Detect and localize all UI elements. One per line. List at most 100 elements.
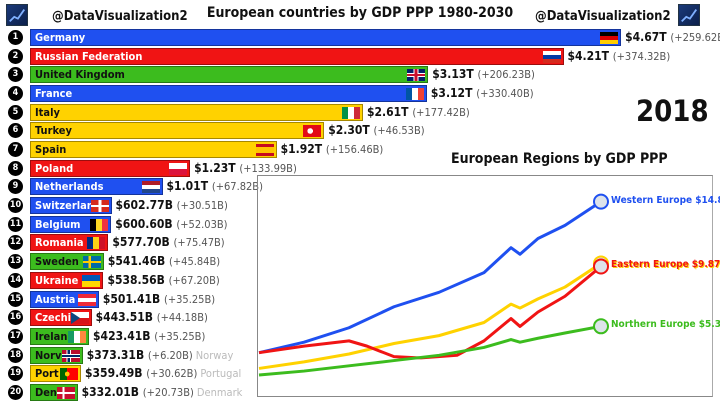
ukraine-flag-icon [82,274,101,287]
value-text: $1.23T [194,160,240,175]
change-text: (+330.40B) [476,87,534,101]
uk-flag-icon [407,69,426,82]
rank-badge: 5 [8,104,23,120]
country-label: Den [35,385,57,399]
change-text: (+133.99B) [239,161,297,175]
bar: Norv [30,346,83,364]
series-end-label: Eastern Europe $9.87T [611,259,720,271]
value-label: $602.77B (+30.51B) [116,197,228,214]
ireland-flag-icon [68,330,87,343]
rank-badge: 19 [8,366,23,382]
bar: Czechi [30,309,92,327]
series-line-northern-europe [258,324,602,377]
bar: Austria [30,290,99,308]
value-text: $501.41B [102,291,164,306]
value-text: $3.12T [430,86,477,101]
russia-flag-icon [542,50,561,63]
change-text: (+45.84B) [169,255,221,269]
value-label: $4.21T (+374.32B) [568,48,671,65]
value-label: $423.41B (+35.25B) [93,328,205,345]
bar-row-russia: 2 Russian Federation $4.21T (+374.32B) [0,47,720,65]
value-text: $3.13T [432,67,478,82]
bar: Sweden [30,253,104,271]
value-label: $332.01B (+20.73B) Denmark [82,384,243,401]
rank-badge: 8 [8,160,23,176]
bar: Netherlands [30,178,163,196]
country-label: Switzerlan [35,199,94,213]
ghost-country-label: Denmark [196,385,243,399]
bar: Poland [30,159,191,177]
value-text: $332.01B [81,384,143,399]
value-label: $4.67T (+259.62B) [625,29,720,46]
rank-badge: 11 [8,216,23,232]
change-text: (+6.20B) [147,348,193,362]
bar: Turkey [30,122,325,140]
sweden-flag-icon [82,256,101,269]
rank-badge: 7 [8,142,23,158]
value-label: $1.01T (+67.82B) [167,178,263,195]
rank-badge: 16 [8,310,23,326]
change-text: (+67.82B) [211,180,263,194]
value-text: $1.01T [166,179,212,194]
value-label: $1.23T (+133.99B) [194,160,297,177]
change-text: (+374.32B) [612,49,671,63]
value-text: $538.56B [107,272,169,287]
country-label: Belgium [35,217,81,231]
bar: Romania [30,234,109,252]
value-text: $2.30T [328,123,374,138]
value-text: $1.92T [280,142,326,157]
switzerland-flag-icon [90,200,109,213]
value-label: $2.61T (+177.42B) [367,104,470,121]
bar-row-ireland: 17 Irelan $423.41B (+35.25B) [0,327,720,345]
germany-flag-icon [600,32,619,44]
bar: Germany [30,29,622,46]
value-label: $541.46B (+45.84B) [108,253,220,270]
value-label: $600.60B (+52.03B) [115,216,227,233]
spain-flag-icon [255,144,274,157]
country-label: Ukraine [35,273,79,287]
value-label: $577.70B (+75.47B) [112,234,224,251]
change-text: (+35.25B) [163,292,216,306]
change-text: (+44.18B) [156,311,208,325]
change-text: (+30.62B) [146,367,198,381]
norway-flag-icon [61,349,80,362]
bar: Ukraine [30,271,104,289]
rank-badge: 1 [8,30,23,45]
channel-logo-left [6,4,28,26]
rank-badge: 14 [8,272,23,288]
country-label: United Kingdom [35,68,125,82]
bar-row-netherlands: 9 Netherlands $1.01T (+67.82B) [0,178,720,196]
regions-chart-title: European Regions by GDP PPP [451,151,668,167]
value-text: $4.21T [567,48,613,63]
value-label: $373.31B (+6.20B) Norway [87,347,234,364]
value-label: $3.13T (+206.23B) [432,66,535,83]
value-text: $359.49B [85,366,147,381]
country-label: Port [35,367,59,381]
bar: Port [30,365,82,383]
change-text: (+67.20B) [168,273,220,287]
country-label: Russian Federation [35,49,143,63]
rank-badge: 13 [8,254,23,270]
value-label: $2.30T (+46.53B) [328,122,424,139]
change-text: (+75.47B) [173,236,225,250]
bar-row-portugal: 19 Port $359.49B (+30.62B) Portugal [0,365,720,383]
change-text: (+52.03B) [176,217,228,231]
rank-badge: 9 [8,179,23,195]
country-label: Spain [35,143,67,157]
value-label: $501.41B (+35.25B) [103,291,215,308]
channel-logo-right [678,4,700,26]
series-line-eastern-europe [258,265,602,360]
ghost-country-label: Norway [195,348,234,362]
value-text: $423.41B [93,328,155,343]
value-text: $577.70B [112,235,174,250]
bar-row-germany: 1 Germany $4.67T (+259.62B) [0,29,720,46]
bar-row-czechia: 16 Czechi $443.51B (+44.18B) [0,309,720,327]
france-flag-icon [405,88,424,101]
turkey-flag-icon [303,125,322,138]
country-label: Turkey [35,124,72,138]
rank-badge: 4 [8,86,23,102]
bar-row-italy: 5 Italy $2.61T (+177.42B) [0,103,720,121]
change-text: (+156.46B) [325,143,384,157]
country-label: France [35,87,73,101]
bar: Italy [30,103,364,121]
